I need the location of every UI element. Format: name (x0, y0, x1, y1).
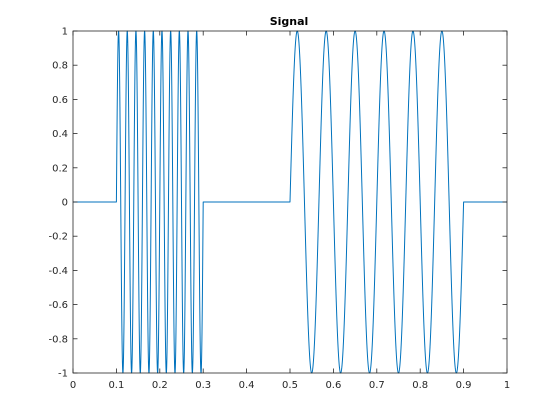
y-tick-label: 0.2 (52, 163, 68, 174)
y-tick-label: -1 (58, 369, 68, 380)
x-tick-label: 0.3 (195, 380, 211, 391)
y-tick-label: -0.4 (48, 266, 68, 277)
chart-title: Signal (270, 15, 309, 28)
x-tick-label: 0.5 (282, 380, 298, 391)
y-tick-label: -0.6 (48, 300, 68, 311)
x-tick-label: 0.2 (152, 380, 168, 391)
x-tick-label: 0 (70, 380, 76, 391)
x-tick-label: 0.7 (369, 380, 385, 391)
x-tick-label: 1 (504, 380, 510, 391)
y-tick-label: 0.8 (52, 61, 68, 72)
series-layer (73, 30, 507, 374)
ticks-layer: 0 0.1 0.2 0.3 0.4 0.5 0.6 0.7 0.8 0.9 1 -1 -0.8 -0.6 -… (48, 27, 510, 392)
x-tick-label: 0.4 (239, 380, 255, 391)
y-tick-label: 0 (62, 198, 68, 209)
x-tick-label: 0.6 (325, 380, 341, 391)
y-tick-label: -0.8 (48, 334, 68, 345)
y-tick-label: 0.6 (52, 95, 68, 106)
x-tick-label: 0.1 (108, 380, 124, 391)
y-tick-label: 0.4 (52, 129, 68, 140)
y-tick-label: 1 (62, 27, 68, 38)
y-tick-label: -0.2 (48, 232, 68, 243)
series-line-1 (73, 30, 507, 374)
x-tick-label: 0.8 (412, 380, 428, 391)
x-tick-label: 0.9 (456, 380, 472, 391)
